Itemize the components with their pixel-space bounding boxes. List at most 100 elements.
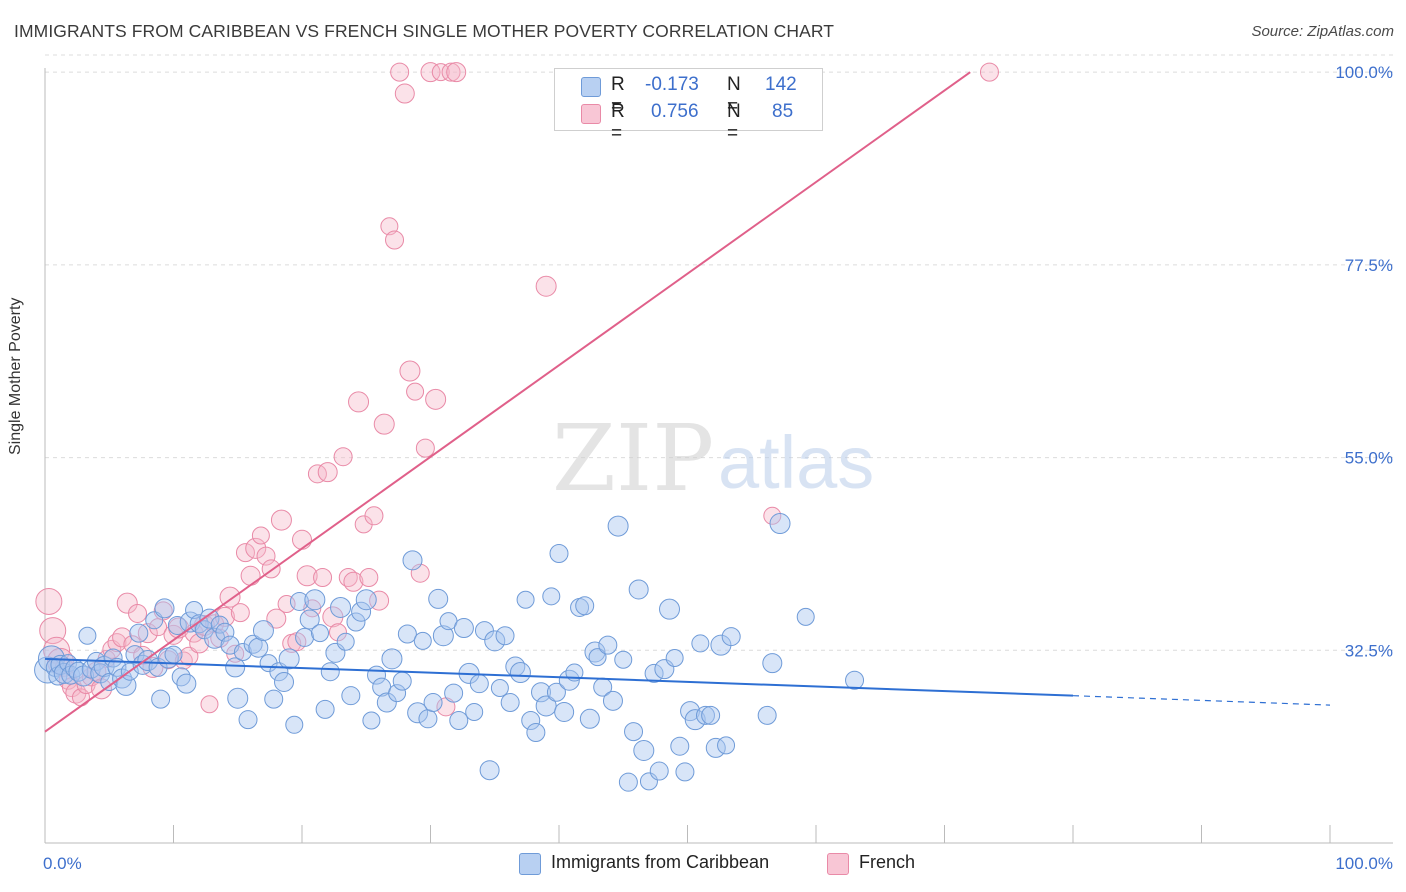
caribbean-point bbox=[225, 657, 246, 678]
caribbean-point bbox=[526, 723, 546, 743]
caribbean-point bbox=[320, 662, 340, 682]
caribbean-point bbox=[691, 634, 710, 653]
caribbean-point bbox=[310, 624, 329, 643]
y-tick-label: 100.0% bbox=[1335, 63, 1393, 82]
caribbean-point bbox=[607, 515, 629, 537]
caribbean-point bbox=[164, 645, 183, 664]
caribbean-point bbox=[665, 648, 684, 667]
caribbean-point bbox=[575, 596, 595, 616]
caribbean-point bbox=[584, 641, 606, 663]
caribbean-point bbox=[490, 678, 509, 697]
caribbean-point bbox=[351, 601, 372, 622]
caribbean-point bbox=[432, 625, 454, 647]
legend-n-value: 85 bbox=[772, 101, 794, 122]
french-point bbox=[343, 571, 364, 592]
caribbean-point bbox=[215, 622, 235, 642]
caribbean-point bbox=[449, 711, 469, 731]
caribbean-point bbox=[479, 760, 500, 781]
caribbean-point bbox=[151, 689, 171, 709]
x-tick-label-max: 100.0% bbox=[1335, 854, 1393, 873]
french-point bbox=[230, 603, 250, 623]
french-point bbox=[317, 462, 338, 483]
caribbean-point bbox=[336, 632, 355, 651]
caribbean-point bbox=[444, 683, 464, 703]
caribbean-point bbox=[125, 645, 145, 665]
x-tick-label-min: 0.0% bbox=[43, 854, 82, 873]
caribbean-point bbox=[346, 612, 366, 632]
axes bbox=[44, 68, 1393, 844]
caribbean-trend-line bbox=[44, 657, 1074, 697]
caribbean-point bbox=[649, 761, 669, 781]
caribbean-point bbox=[362, 711, 381, 730]
caribbean-point bbox=[845, 670, 865, 690]
caribbean-point bbox=[154, 598, 175, 619]
caribbean-point bbox=[618, 772, 638, 792]
legend-swatch-blue bbox=[519, 853, 541, 875]
caribbean-point bbox=[330, 596, 352, 618]
caribbean-point bbox=[717, 736, 736, 755]
caribbean-point bbox=[500, 693, 520, 713]
x-tick-labels: 0.0% 100.0% bbox=[43, 854, 1393, 873]
caribbean-point bbox=[238, 710, 258, 730]
caribbean-point bbox=[495, 626, 515, 646]
caribbean-point bbox=[579, 708, 600, 729]
caribbean-point bbox=[315, 699, 335, 719]
caribbean-points bbox=[34, 513, 865, 792]
legend-r-value: -0.173 bbox=[645, 74, 699, 95]
legend-r-value: 0.756 bbox=[651, 101, 699, 122]
caribbean-point bbox=[285, 715, 304, 734]
french-point bbox=[348, 391, 370, 413]
legend-r-key: R = bbox=[611, 74, 625, 117]
caribbean-point bbox=[341, 686, 361, 706]
french-point bbox=[296, 565, 318, 587]
french-point bbox=[240, 565, 261, 586]
legend-n-key: N = bbox=[727, 101, 741, 144]
french-point bbox=[245, 537, 267, 559]
caribbean-point bbox=[701, 705, 721, 725]
caribbean-point bbox=[78, 626, 97, 645]
french-point bbox=[292, 529, 312, 550]
caribbean-point bbox=[289, 591, 309, 611]
caribbean-point bbox=[757, 705, 777, 725]
caribbean-point bbox=[392, 671, 412, 691]
french-point bbox=[535, 275, 557, 297]
french-point bbox=[406, 382, 425, 401]
caribbean-point bbox=[100, 672, 119, 691]
y-tick-label: 32.5% bbox=[1345, 641, 1393, 660]
caribbean-point bbox=[423, 693, 443, 713]
grid-lines bbox=[45, 54, 1393, 651]
french-point bbox=[307, 464, 327, 484]
caribbean-point bbox=[796, 607, 815, 626]
french-point bbox=[399, 360, 421, 382]
trend-lines bbox=[44, 71, 1331, 733]
caribbean-point bbox=[469, 674, 489, 694]
french-point bbox=[410, 563, 430, 583]
caribbean-point bbox=[659, 598, 681, 620]
caribbean-point bbox=[274, 671, 295, 692]
caribbean-point bbox=[542, 587, 561, 606]
legend-swatch-pink bbox=[581, 104, 601, 124]
caribbean-point bbox=[614, 650, 633, 669]
caribbean-point bbox=[355, 589, 377, 611]
caribbean-point bbox=[252, 620, 274, 642]
caribbean-point bbox=[428, 588, 449, 609]
caribbean-point bbox=[413, 631, 432, 650]
french-point bbox=[256, 546, 276, 566]
french-point bbox=[270, 509, 292, 531]
legend-n-value: 142 bbox=[765, 74, 797, 95]
legend-r-key: R = bbox=[611, 101, 625, 144]
french-point bbox=[979, 62, 999, 82]
legend-swatch-blue bbox=[581, 77, 601, 97]
legend-label-caribbean: Immigrants from Caribbean bbox=[551, 852, 770, 872]
french-point bbox=[116, 592, 138, 614]
y-tick-labels: 32.5% 55.0% 77.5% 100.0% bbox=[1335, 63, 1393, 660]
french-point bbox=[35, 587, 63, 615]
french-point bbox=[333, 447, 353, 467]
french-point bbox=[385, 230, 405, 250]
caribbean-point bbox=[558, 669, 580, 691]
chart-title: IMMIGRANTS FROM CARIBBEAN VS FRENCH SING… bbox=[14, 21, 835, 41]
french-point bbox=[359, 567, 379, 587]
caribbean-point bbox=[695, 705, 715, 725]
french-point bbox=[390, 62, 410, 82]
